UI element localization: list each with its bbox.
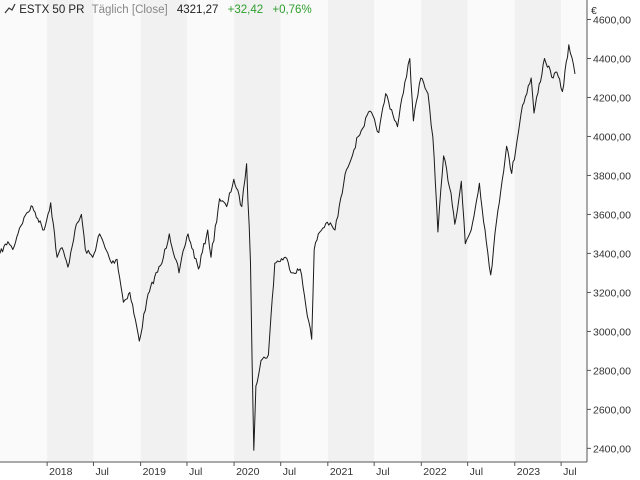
time-band (93, 0, 141, 462)
x-tick-label: 2018 (49, 466, 73, 478)
y-tick-label: 4600,00 (593, 14, 631, 26)
x-tick-label: 2021 (330, 466, 354, 478)
y-tick-label: 4200,00 (593, 92, 631, 104)
time-band (140, 0, 187, 462)
time-band (327, 0, 375, 462)
x-tick-label: Jul (189, 466, 202, 478)
y-tick-label: 3400,00 (593, 248, 631, 260)
time-band (467, 0, 515, 462)
chart-header: ESTX 50 PR Täglich [Close] 4321,27 +32,4… (4, 3, 312, 16)
x-tick-label: Jul (95, 466, 108, 478)
y-tick-label: 2400,00 (593, 443, 631, 455)
time-band (186, 0, 235, 462)
time-band (280, 0, 328, 462)
x-tick-label: Jul (283, 466, 296, 478)
y-tick-label: 2800,00 (593, 365, 631, 377)
y-tick-label: 3200,00 (593, 287, 631, 299)
x-tick-label: 2020 (236, 466, 260, 478)
change-value: +32,42 (227, 4, 264, 16)
x-tick-label: 2019 (143, 466, 167, 478)
time-band (47, 0, 94, 462)
last-value: 4321,27 (176, 4, 219, 16)
y-tick-label: 3000,00 (593, 326, 631, 338)
time-band (234, 0, 281, 462)
x-axis-ticks: 2018 Jul 2019 Jul 2020 Jul 2021 Jul 2022 Jul 2023 J… (46, 462, 577, 478)
x-tick-label: Jul (563, 466, 576, 478)
x-tick-label: 2023 (517, 466, 541, 478)
time-band (561, 0, 587, 462)
year-bands (0, 0, 587, 462)
y-tick-label: 3600,00 (593, 209, 631, 221)
y-tick-label: 2600,00 (593, 404, 631, 416)
time-band (514, 0, 562, 462)
y-tick-label: 4000,00 (593, 131, 631, 143)
trend-line-icon (4, 3, 16, 14)
time-band (421, 0, 468, 462)
currency-label: € (591, 5, 597, 17)
time-band (374, 0, 422, 462)
price-line (0, 44, 576, 451)
x-tick-label: Jul (470, 466, 483, 478)
y-tick-label: 4400,00 (593, 53, 631, 65)
x-tick-label: 2022 (423, 466, 447, 478)
x-tick-label: Jul (376, 466, 389, 478)
change-percent: +0,76% (272, 4, 312, 16)
y-tick-label: 3800,00 (593, 170, 631, 182)
symbol-label: ESTX 50 PR (19, 4, 85, 16)
y-axis-ticks: 2400,00 2600,00 2800,00 3000,00 3200,00 3400,… (587, 14, 631, 455)
interval-label: Täglich [Close] (91, 4, 168, 16)
time-band (0, 0, 48, 462)
